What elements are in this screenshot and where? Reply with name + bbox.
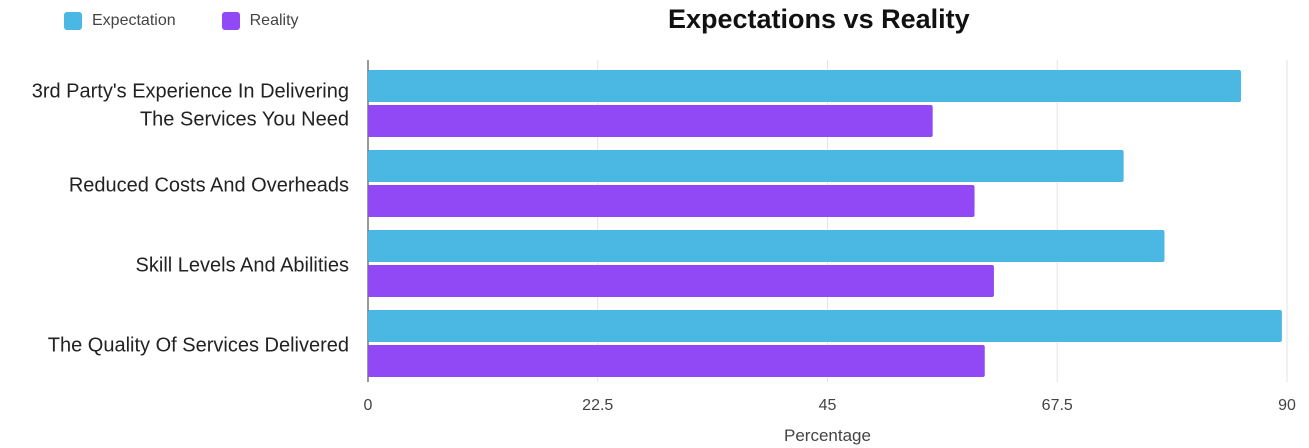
x-axis-title: Percentage <box>784 426 871 445</box>
bar-expectation-2 <box>368 230 1165 262</box>
category-label: Reduced Costs And Overheads <box>69 175 349 197</box>
bar-reality-3 <box>368 345 985 377</box>
chart-title: Expectations vs Reality <box>668 4 970 34</box>
category-label: The Quality Of Services Delivered <box>48 335 349 357</box>
x-tick-label: 67.5 <box>1042 397 1073 414</box>
legend-item-expectation[interactable]: Expectation <box>64 12 176 30</box>
legend-swatch-reality <box>221 12 240 30</box>
bar-reality-1 <box>368 185 975 217</box>
bar-expectation-0 <box>368 70 1242 102</box>
x-tick-label: 90 <box>1278 397 1296 414</box>
legend-label-expectation: Expectation <box>92 12 176 29</box>
category-label: 3rd Party's Experience In Delivering <box>32 81 349 103</box>
legend-item-reality[interactable]: Reality <box>221 12 299 30</box>
legend-swatch-expectation <box>64 12 82 30</box>
bar-reality-0 <box>368 105 933 137</box>
legend-label-reality: Reality <box>249 12 299 29</box>
x-tick-label: 45 <box>819 397 837 414</box>
category-label: The Services You Need <box>140 109 349 131</box>
category-label: Skill Levels And Abilities <box>136 255 349 277</box>
x-tick-label: 0 <box>364 397 373 414</box>
x-tick-label: 22.5 <box>582 397 613 414</box>
bar-expectation-3 <box>368 310 1282 342</box>
legend: Expectation Reality <box>64 12 345 30</box>
bar-reality-2 <box>368 265 994 297</box>
bar-expectation-1 <box>368 150 1124 182</box>
